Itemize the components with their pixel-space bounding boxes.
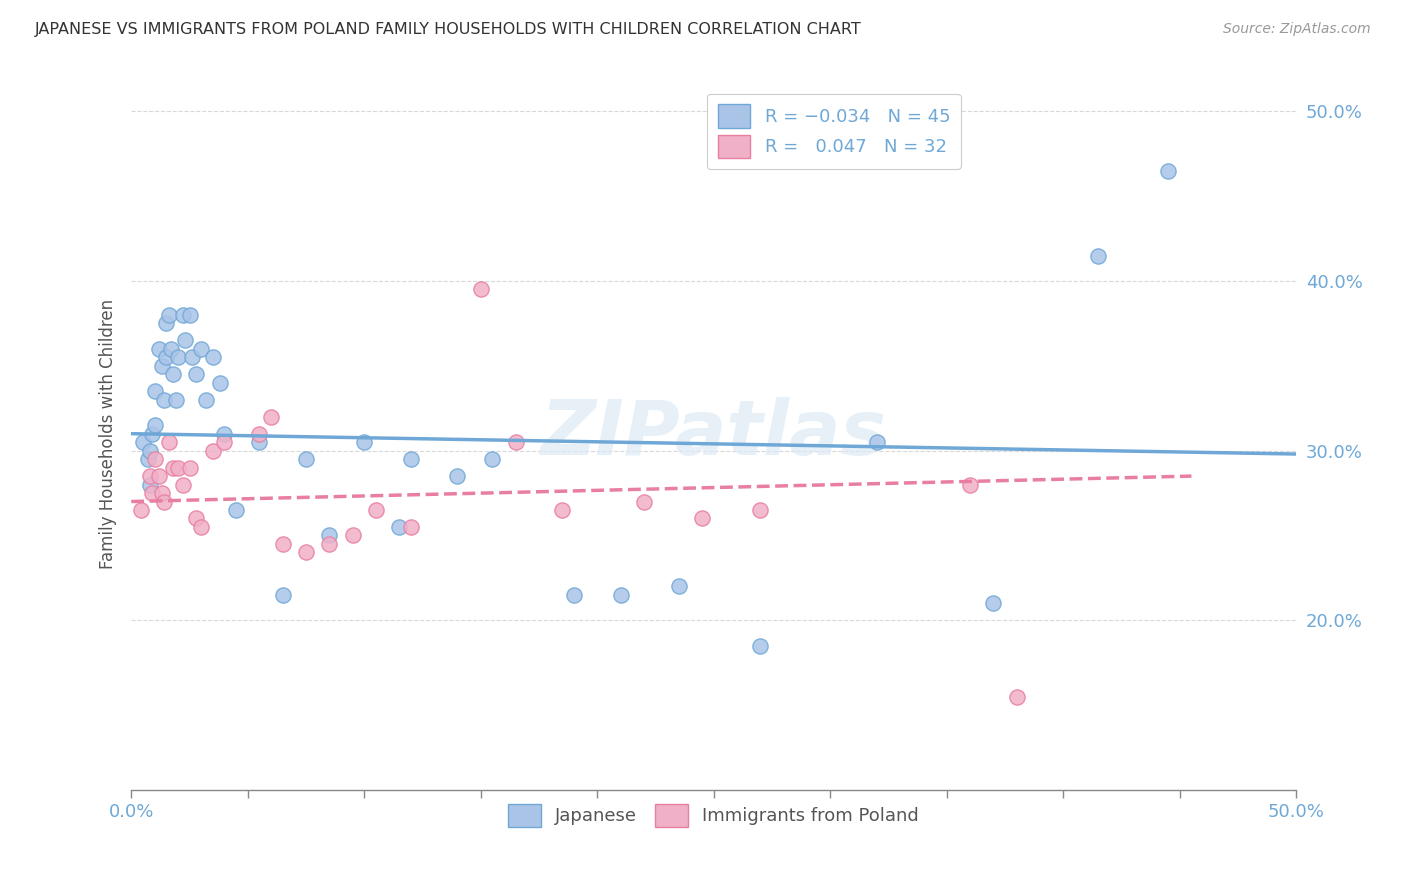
Point [749, 639, 772, 653]
Point [141, 486, 163, 500]
Point [399, 452, 422, 467]
Point [179, 308, 201, 322]
Text: JAPANESE VS IMMIGRANTS FROM POLAND FAMILY HOUSEHOLDS WITH CHILDREN CORRELATION C: JAPANESE VS IMMIGRANTS FROM POLAND FAMIL… [35, 22, 862, 37]
Point [157, 435, 180, 450]
Point [166, 351, 188, 365]
Point [562, 588, 585, 602]
Point [180, 351, 202, 365]
Point [399, 520, 422, 534]
Point [318, 537, 340, 551]
Point [208, 376, 231, 390]
Point [173, 334, 195, 348]
Point [201, 443, 224, 458]
Point [388, 520, 411, 534]
Y-axis label: Family Households with Children: Family Households with Children [100, 299, 117, 569]
Point [201, 351, 224, 365]
Point [214, 435, 236, 450]
Point [668, 579, 690, 593]
Point [271, 537, 294, 551]
Legend: Japanese, Immigrants from Poland: Japanese, Immigrants from Poland [501, 797, 927, 834]
Point [143, 384, 166, 399]
Point [247, 435, 270, 450]
Point [186, 511, 208, 525]
Point [139, 469, 162, 483]
Point [155, 351, 177, 365]
Point [157, 308, 180, 322]
Point [446, 469, 468, 483]
Point [364, 503, 387, 517]
Point [353, 435, 375, 450]
Point [172, 477, 194, 491]
Point [186, 368, 208, 382]
Point [690, 511, 713, 525]
Point [318, 528, 340, 542]
Point [225, 503, 247, 517]
Point [190, 342, 212, 356]
Point [143, 452, 166, 467]
Point [143, 418, 166, 433]
Text: ZIPatlas: ZIPatlas [541, 397, 887, 471]
Point [162, 460, 184, 475]
Point [148, 469, 170, 483]
Point [153, 494, 176, 508]
Point [139, 477, 162, 491]
Point [247, 426, 270, 441]
Point [150, 486, 173, 500]
Point [166, 460, 188, 475]
Point [194, 392, 217, 407]
Point [139, 443, 162, 458]
Point [866, 435, 889, 450]
Point [749, 503, 772, 517]
Point [141, 426, 163, 441]
Point [179, 460, 201, 475]
Point [148, 342, 170, 356]
Point [172, 308, 194, 322]
Point [470, 283, 492, 297]
Point [505, 435, 527, 450]
Point [136, 452, 159, 467]
Point [155, 317, 177, 331]
Point [1087, 249, 1109, 263]
Point [150, 359, 173, 373]
Point [1005, 690, 1028, 704]
Point [190, 520, 212, 534]
Point [609, 588, 631, 602]
Point [295, 452, 318, 467]
Point [271, 588, 294, 602]
Point [260, 409, 283, 424]
Point [295, 545, 318, 559]
Point [633, 494, 655, 508]
Point [959, 477, 981, 491]
Point [132, 435, 155, 450]
Point [551, 503, 574, 517]
Point [162, 368, 184, 382]
Point [153, 392, 176, 407]
Point [160, 342, 183, 356]
Point [129, 503, 152, 517]
Text: Source: ZipAtlas.com: Source: ZipAtlas.com [1223, 22, 1371, 37]
Point [342, 528, 364, 542]
Point [983, 596, 1005, 610]
Point [214, 426, 236, 441]
Point [1157, 163, 1180, 178]
Point [481, 452, 503, 467]
Point [165, 392, 187, 407]
